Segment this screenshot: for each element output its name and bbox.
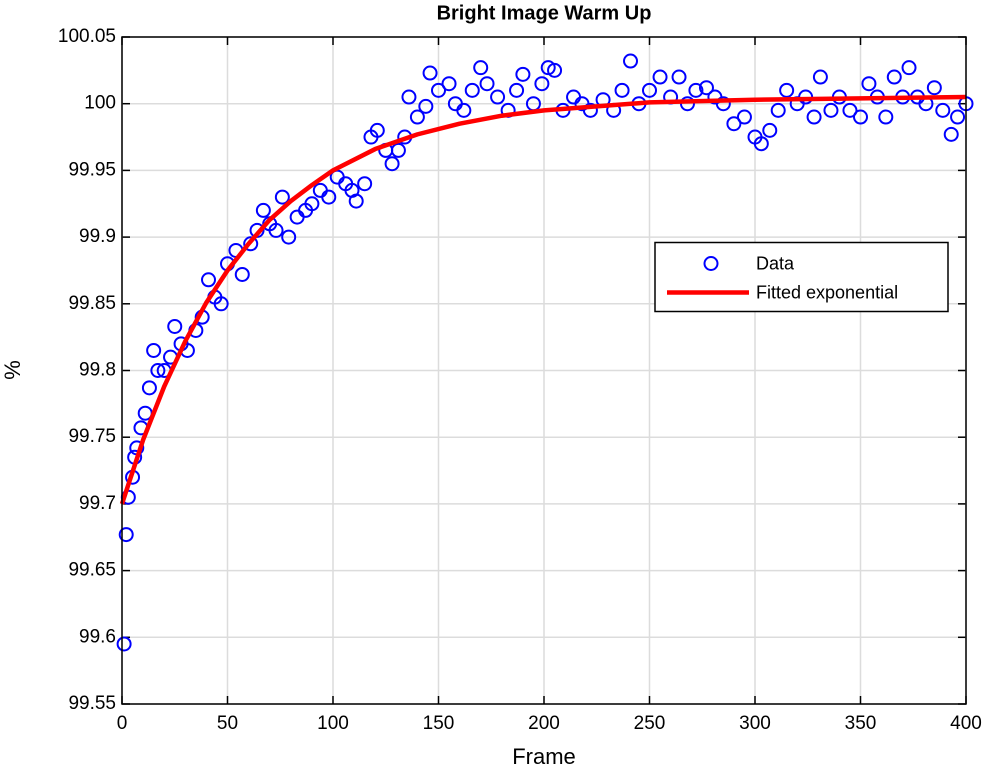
data-point bbox=[116, 636, 132, 652]
data-point bbox=[582, 102, 598, 118]
data-point bbox=[321, 189, 337, 205]
data-point bbox=[950, 109, 966, 125]
x-tick-label: 100 bbox=[317, 713, 349, 734]
data-point bbox=[652, 69, 668, 85]
data-point bbox=[167, 318, 183, 334]
data-point bbox=[146, 342, 162, 358]
data-point bbox=[431, 82, 446, 98]
data-point bbox=[886, 69, 902, 85]
data-point bbox=[642, 82, 657, 98]
data-point bbox=[943, 126, 959, 142]
x-tick-label: 150 bbox=[423, 713, 455, 734]
data-point bbox=[736, 109, 752, 125]
data-point bbox=[304, 196, 320, 212]
data-point bbox=[547, 62, 563, 78]
legend: Data Fitted exponential bbox=[654, 241, 949, 313]
data-point bbox=[422, 65, 438, 81]
data-point bbox=[490, 89, 506, 105]
data-point bbox=[842, 102, 858, 118]
x-tick-label: 0 bbox=[117, 713, 128, 734]
data-point bbox=[901, 60, 917, 76]
data-point bbox=[671, 69, 687, 85]
data-point bbox=[770, 102, 786, 118]
data-point bbox=[509, 82, 525, 98]
data-point bbox=[823, 102, 839, 118]
x-tick-label: 200 bbox=[528, 713, 560, 734]
data-point bbox=[401, 89, 417, 105]
data-point bbox=[243, 236, 259, 252]
data-point bbox=[715, 96, 731, 112]
data-point bbox=[213, 296, 229, 312]
data-point bbox=[464, 82, 480, 98]
data-point bbox=[878, 109, 894, 125]
data-point bbox=[623, 53, 639, 69]
legend-label: Fitted exponential bbox=[756, 282, 898, 302]
data-point bbox=[614, 82, 630, 98]
y-tick-label: 99.75 bbox=[68, 426, 116, 447]
data-point bbox=[473, 60, 489, 76]
y-tick-label: 99.65 bbox=[68, 560, 116, 581]
y-tick-label: 99.85 bbox=[68, 293, 116, 314]
data-point bbox=[479, 76, 495, 92]
data-point bbox=[698, 80, 714, 96]
data-point bbox=[281, 229, 297, 245]
data-point bbox=[935, 102, 951, 118]
data-point bbox=[234, 266, 250, 282]
x-tick-label: 350 bbox=[845, 713, 877, 734]
x-tick-label: 50 bbox=[217, 713, 238, 734]
data-point bbox=[456, 102, 472, 118]
data-point bbox=[369, 122, 385, 138]
data-point bbox=[688, 82, 704, 98]
y-tick-label: 100.05 bbox=[58, 26, 116, 47]
data-point bbox=[926, 80, 942, 96]
data-point bbox=[409, 109, 425, 125]
data-point bbox=[779, 82, 795, 98]
data-point bbox=[853, 109, 868, 125]
data-point bbox=[118, 527, 134, 543]
data-point bbox=[515, 66, 531, 82]
x-tick-label: 400 bbox=[950, 713, 982, 734]
data-point bbox=[255, 202, 271, 218]
axes-frame bbox=[121, 36, 967, 705]
data-point bbox=[384, 156, 400, 172]
data-point bbox=[441, 76, 457, 92]
y-tick-label: 99.55 bbox=[68, 693, 116, 714]
y-tick-label: 99.95 bbox=[68, 159, 116, 180]
fit-line bbox=[119, 94, 967, 505]
legend-marker bbox=[703, 256, 719, 271]
x-axis-label: Frame bbox=[512, 744, 576, 769]
x-tick-label: 250 bbox=[634, 713, 666, 734]
legend-label: Data bbox=[756, 253, 795, 273]
y-axis-label: % bbox=[0, 360, 25, 380]
data-point bbox=[806, 109, 822, 125]
data-point bbox=[390, 142, 406, 158]
data-point bbox=[762, 122, 778, 138]
data-point bbox=[753, 136, 769, 152]
y-tick-label: 99.8 bbox=[79, 360, 116, 381]
data-point bbox=[268, 222, 284, 238]
legend-box bbox=[654, 241, 949, 313]
data-point bbox=[357, 176, 373, 192]
data-point bbox=[274, 189, 290, 205]
data-point bbox=[201, 272, 217, 288]
chart-title: Bright Image Warm Up bbox=[437, 2, 652, 24]
data-point bbox=[150, 363, 166, 378]
x-tick-label: 300 bbox=[739, 713, 771, 734]
data-point bbox=[726, 116, 742, 132]
data-point bbox=[534, 76, 550, 92]
data-point bbox=[812, 69, 828, 85]
data-point bbox=[418, 98, 434, 114]
y-tick-label: 99.6 bbox=[79, 626, 116, 647]
data-point bbox=[348, 193, 364, 209]
y-tick-label: 99.9 bbox=[79, 226, 116, 247]
y-tick-label: 99.7 bbox=[79, 493, 116, 514]
data-point bbox=[861, 76, 877, 92]
y-tick-label: 100 bbox=[84, 93, 116, 114]
data-point bbox=[141, 380, 157, 396]
